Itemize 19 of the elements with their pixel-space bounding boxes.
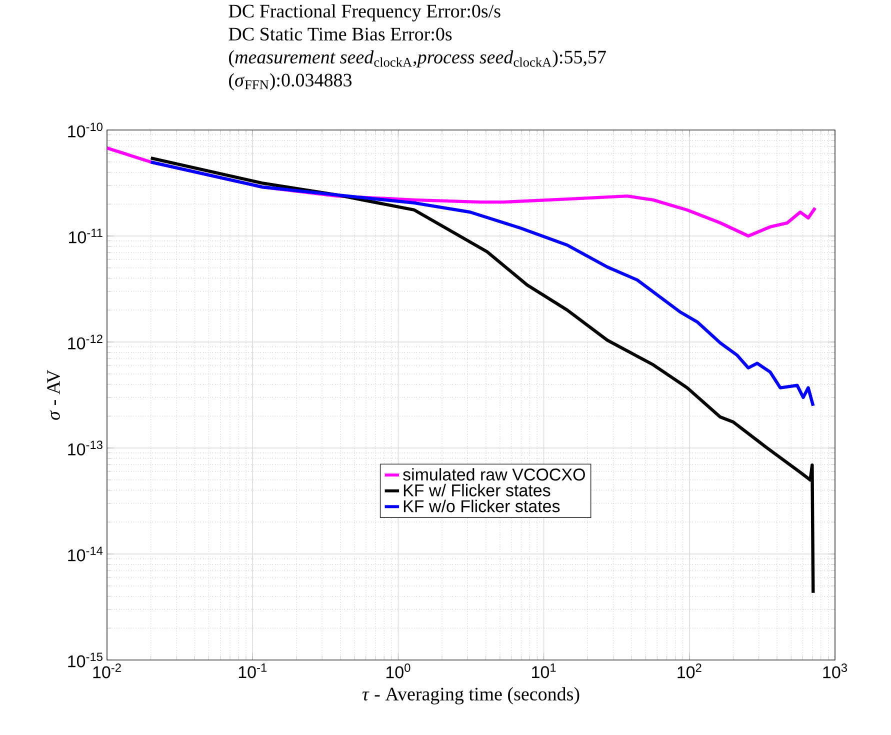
y-tick-label: 10$^{-12}$: [68, 334, 102, 350]
y-tick-label: 10$^{-11}$: [69, 228, 102, 244]
y-axis-title: σ - AV: [47, 370, 60, 420]
legend-label: simulated raw VCOCXO: [403, 468, 585, 481]
x-axis-title: τ - Averaging time (seconds): [362, 687, 580, 704]
legend-label: KF w/o Flicker states: [404, 500, 560, 512]
text: (σ$_{FFN}$):0.034883: [229, 73, 352, 90]
x-tick-label: 10$^{-1}$: [238, 664, 267, 678]
chart-title: DC Fractional Frequency Error:0s/s: [228, 4, 500, 22]
y-tick-label: 10$^{-10}$: [68, 122, 102, 138]
y-tick-label: 10$^{-14}$: [68, 546, 103, 562]
legend-label: KF w/ Flicker states: [404, 484, 550, 496]
y-tick-label: 10$^{-13}$: [68, 440, 102, 456]
x-tick-label: 10$^{3}$: [823, 664, 847, 678]
x-tick-label: 10$^{0}$: [386, 664, 410, 678]
chart-subtitle: DC Static Time Bias Error:0s: [228, 28, 452, 41]
text: (measurement seed$_{clockA}$,process seed$_{clockA}$):55,57: [229, 50, 606, 68]
x-tick-label: 10$^{1}$: [532, 664, 556, 678]
x-tick-label: 10$^{2}$: [678, 664, 702, 678]
